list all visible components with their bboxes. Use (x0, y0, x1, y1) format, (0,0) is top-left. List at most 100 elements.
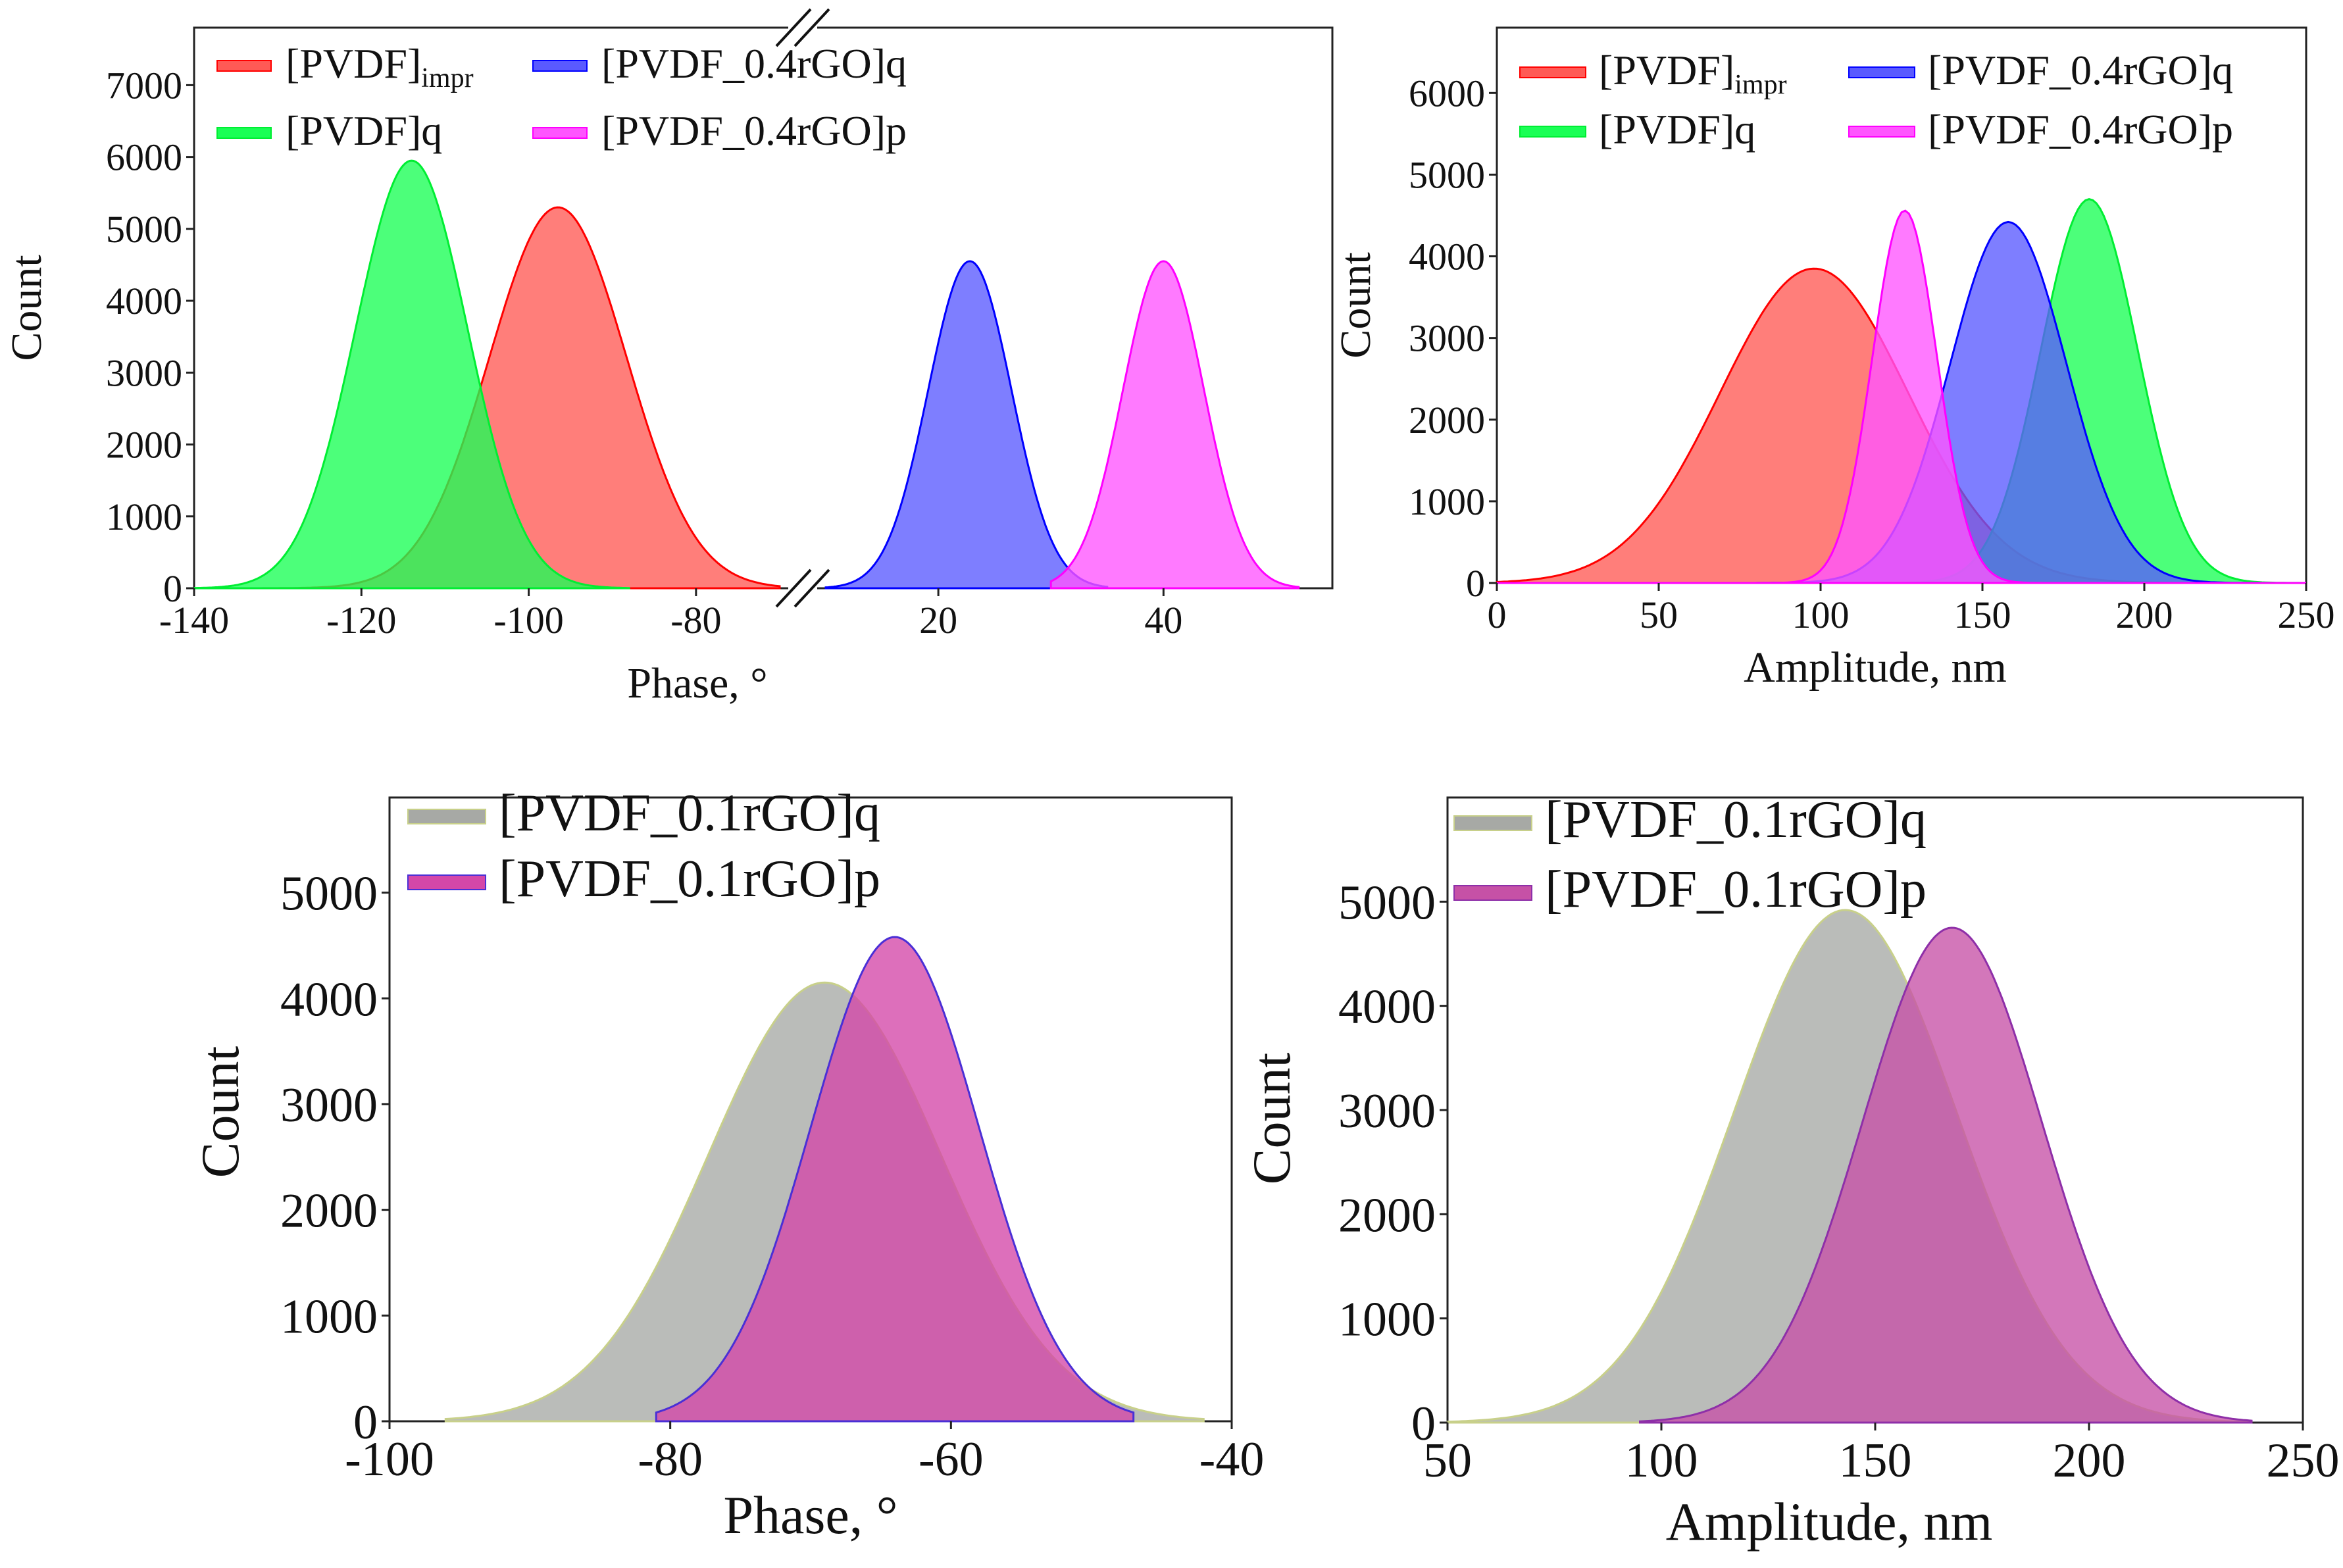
legend-label-main: [PVDF_0.1rGO]q (499, 784, 880, 842)
series-area-3 (1049, 260, 1300, 590)
legend-label-main: [PVDF] (1599, 47, 1734, 93)
series-areas (193, 159, 1300, 590)
y-tick-label: 4000 (106, 280, 182, 322)
y-axis-title: Count (1332, 252, 1380, 358)
series-area-1 (655, 936, 1135, 1423)
legend-label-main: [PVDF]q (1599, 106, 1755, 153)
legend-label: [PVDF_0.1rGO]q (1545, 791, 1927, 849)
x-tick-label: 0 (1488, 594, 1507, 636)
x-tick-label: 20 (919, 599, 957, 642)
y-ticks: 0 1000 2000 3000 4000 5000 6000 (1409, 72, 1497, 605)
legend-label: [PVDF]impr (286, 40, 474, 93)
y-axis-title: Count (190, 1046, 250, 1178)
x-tick-label: 100 (1625, 1434, 1698, 1488)
x-axis-title: Phase, ° (627, 659, 767, 707)
y-tick-label: 6000 (1409, 72, 1485, 114)
x-ticks: 0 50 100 150 200 250 (1488, 583, 2335, 636)
series-area-1 (1639, 926, 2253, 1424)
x-tick-label: -40 (1199, 1432, 1265, 1486)
legend-label-main: [PVDF]q (286, 107, 442, 154)
legend-swatch (216, 60, 272, 72)
y-tick-label: 1000 (1338, 1293, 1436, 1347)
legend-swatch (1519, 126, 1586, 138)
legend-label-main: [PVDF_0.4rGO]p (601, 107, 907, 154)
axis-break-mark-bottom-0 (775, 569, 812, 608)
y-tick-label: 3000 (106, 351, 182, 394)
y-tick-label: 3000 (1409, 317, 1485, 360)
x-tick-label: 250 (2278, 594, 2335, 636)
x-tick-label: 250 (2267, 1434, 2340, 1488)
legend-label: [PVDF_0.4rGO]p (601, 107, 907, 154)
legend-swatch (1848, 126, 1915, 138)
legend: [PVDF_0.1rGO]q [PVDF_0.1rGO]p (1453, 791, 1927, 919)
chart-amplitude-top: 0 1000 2000 3000 4000 5000 6000 0 50 100 150 200 250… (1332, 26, 2335, 692)
y-tick-label: 2000 (1409, 399, 1485, 442)
y-ticks: 0 1000 2000 3000 4000 5000 (280, 867, 390, 1450)
y-tick-label: 1000 (280, 1290, 378, 1344)
legend-swatch (216, 127, 272, 139)
legend-swatch (1848, 66, 1915, 78)
series-area-3 (1497, 209, 2306, 584)
axis-break-mark-top-1 (794, 8, 830, 47)
x-axis-title: Amplitude, nm (1666, 1492, 1993, 1552)
legend-swatch (532, 127, 588, 139)
x-tick-label: 100 (1792, 594, 1850, 636)
y-ticks: 0 1000 2000 3000 4000 5000 (1338, 876, 1448, 1451)
legend-label: [PVDF]impr (1599, 47, 1787, 100)
legend-label-main: [PVDF_0.4rGO]q (1928, 47, 2233, 93)
y-tick-label: 0 (1466, 562, 1485, 605)
legend-swatch (1453, 885, 1532, 901)
legend-label: [PVDF_0.4rGO]p (1928, 106, 2233, 153)
y-tick-label: 5000 (106, 208, 182, 251)
legend: [PVDF_0.1rGO]q [PVDF_0.1rGO]p (407, 784, 880, 908)
y-tick-label: 6000 (106, 136, 182, 179)
y-tick-label: 2000 (106, 424, 182, 467)
y-axis-title: Count (3, 255, 51, 361)
axis-break-mark-bottom-1 (794, 569, 830, 608)
x-axis-title: Phase, ° (723, 1485, 897, 1545)
legend-label: [PVDF]q (1599, 106, 1755, 153)
legend-label-subscript: impr (1734, 70, 1786, 100)
x-tick-label: -100 (493, 599, 563, 642)
y-tick-label: 1000 (1409, 480, 1485, 523)
chart-amplitude-bottom: 0 1000 2000 3000 4000 5000 50 100 150 200 250 Ampli… (1242, 791, 2340, 1552)
x-tick-label: 50 (1640, 594, 1678, 636)
legend-label: [PVDF_0.1rGO]q (499, 784, 880, 842)
legend-swatch (532, 60, 588, 72)
legend-label-main: [PVDF_0.1rGO]p (499, 850, 880, 908)
series-areas (444, 936, 1205, 1423)
legend-label-main: [PVDF_0.4rGO]p (1928, 106, 2233, 153)
y-tick-label: 7000 (106, 64, 182, 107)
y-tick-label: 5000 (1338, 876, 1436, 930)
x-tick-label: 200 (2053, 1434, 2126, 1488)
x-tick-label: -120 (326, 599, 396, 642)
x-tick-label: 40 (1144, 599, 1182, 642)
legend-label-main: [PVDF_0.1rGO]q (1545, 791, 1927, 849)
legend-label-main: [PVDF_0.1rGO]p (1545, 861, 1927, 919)
series-areas (1496, 198, 2306, 584)
legend-swatch (1453, 815, 1532, 831)
y-tick-label: 0 (353, 1396, 378, 1450)
y-tick-label: 1000 (106, 495, 182, 538)
x-tick-label: 50 (1423, 1434, 1472, 1488)
axis-break-mark-top-0 (775, 8, 812, 47)
legend-label: [PVDF_0.4rGO]q (1928, 47, 2233, 93)
y-tick-label: 0 (163, 567, 182, 610)
legend-label-subscript: impr (421, 63, 473, 93)
legend-label: [PVDF]q (286, 107, 442, 154)
x-ticks: 50 100 150 200 250 (1423, 1423, 2340, 1488)
x-tick-label: 150 (1839, 1434, 1912, 1488)
x-tick-label: -80 (670, 599, 721, 642)
x-tick-label: -100 (345, 1432, 434, 1486)
legend: [PVDF]impr [PVDF_0.4rGO]q [PVDF]q [PVDF_0.4… (216, 40, 907, 154)
y-tick-label: 4000 (1409, 236, 1485, 278)
y-tick-label: 3000 (280, 1078, 378, 1132)
legend-label: [PVDF_0.1rGO]p (499, 850, 880, 908)
series-area-1 (193, 159, 630, 590)
y-tick-label: 2000 (1338, 1188, 1436, 1242)
y-tick-label: 0 (1411, 1397, 1436, 1451)
legend-label: [PVDF_0.4rGO]q (601, 40, 907, 87)
chart-phase-bottom: 0 1000 2000 3000 4000 5000 -100 -80 -60 -40 Phase,… (190, 784, 1264, 1545)
x-tick-label: -80 (638, 1432, 703, 1486)
